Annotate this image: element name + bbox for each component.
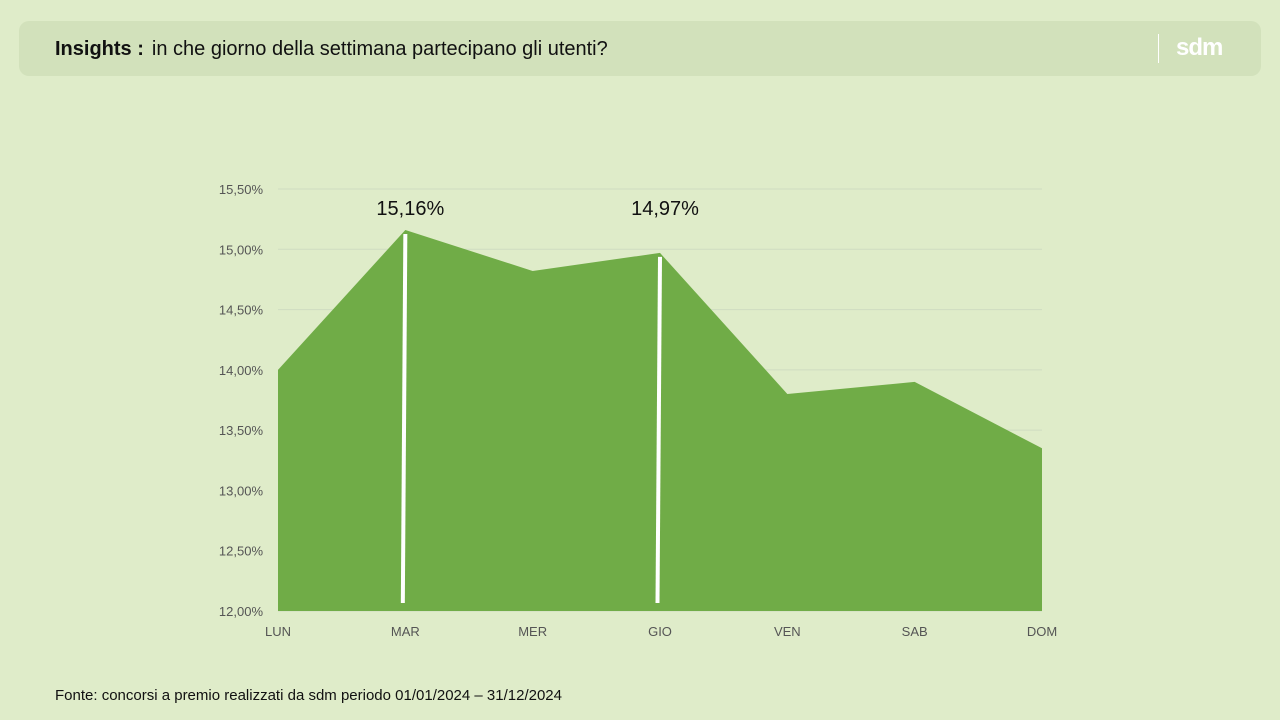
- y-tick-label: 13,00%: [219, 483, 264, 498]
- insights-label: Insights :: [55, 38, 144, 60]
- y-tick-label: 14,00%: [219, 363, 264, 378]
- y-tick-label: 14,50%: [219, 303, 264, 318]
- x-tick-label: LUN: [265, 624, 291, 639]
- highlight-marker: [400, 233, 408, 604]
- data-label: 14,97%: [631, 198, 699, 220]
- source-note: Fonte: concorsi a premio realizzati da s…: [55, 687, 562, 704]
- y-tick-label: 12,50%: [219, 544, 264, 559]
- y-tick-label: 15,00%: [219, 242, 264, 257]
- y-tick-label: 13,50%: [219, 423, 264, 438]
- y-tick-label: 15,50%: [219, 182, 264, 197]
- x-tick-label: VEN: [774, 624, 801, 639]
- x-tick-label: SAB: [902, 624, 928, 639]
- header-divider: [1158, 34, 1159, 63]
- header-bar: Insights : in che giorno della settimana …: [19, 21, 1261, 76]
- highlight-marker: [655, 256, 662, 604]
- insights-question: in che giorno della settimana partecipan…: [151, 38, 608, 60]
- sdm-logo: sdm: [1176, 34, 1223, 61]
- y-tick-label: 12,00%: [219, 604, 264, 619]
- x-tick-label: MAR: [391, 624, 420, 639]
- x-tick-label: GIO: [648, 624, 672, 639]
- x-tick-label: DOM: [1027, 624, 1057, 639]
- data-label: 15,16%: [376, 198, 444, 220]
- page-title: Insights : in che giorno della settimana …: [55, 38, 608, 61]
- x-tick-label: MER: [518, 624, 547, 639]
